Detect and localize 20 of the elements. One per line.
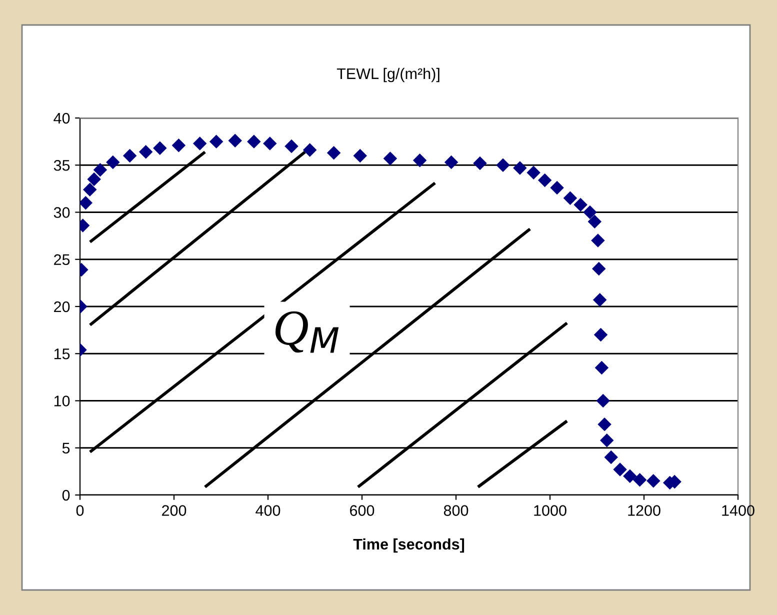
- x-tick-label: 1000: [534, 505, 566, 516]
- y-tick-label: 10: [54, 396, 70, 406]
- x-axis-title: Time [seconds]: [353, 538, 464, 553]
- y-tick-label: 5: [62, 442, 70, 454]
- x-tick-label: 600: [350, 505, 374, 516]
- y-tick-label: 15: [54, 348, 70, 360]
- x-tick-label: 400: [256, 505, 280, 516]
- x-tick-label: 1200: [628, 505, 660, 516]
- y-tick-label: 35: [54, 160, 70, 171]
- x-tick-label: 1400: [722, 505, 754, 516]
- chart-title: TEWL [g/(m²h)]: [336, 68, 440, 82]
- x-tick-label: 800: [444, 505, 468, 516]
- x-tick-label: 0: [76, 505, 84, 516]
- y-tick-label: 30: [54, 207, 70, 218]
- y-tick-label: 25: [54, 254, 70, 266]
- y-tick-label: 20: [54, 301, 70, 312]
- y-tick-label: 0: [62, 490, 70, 501]
- x-tick-label: 200: [162, 505, 186, 516]
- annotation: Q$_{M}$: [276, 311, 339, 353]
- y-tick-label: 40: [54, 112, 70, 124]
